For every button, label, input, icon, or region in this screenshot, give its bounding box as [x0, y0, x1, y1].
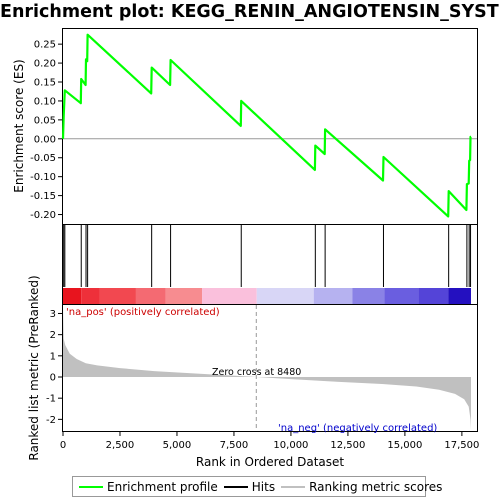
es-y-tick-label: 0.10	[34, 96, 56, 107]
x-tick-label: 5,000	[163, 440, 192, 451]
legend-label-hits: Hits	[251, 479, 276, 494]
x-axis-label: Rank in Ordered Dataset	[196, 455, 344, 469]
metric-y-tick-label: -1	[46, 394, 56, 405]
legend-label-enrichment: Enrichment profile	[107, 479, 218, 494]
x-tick-label: 2,500	[106, 440, 135, 451]
enrichment-profile-layer	[61, 33, 472, 218]
es-y-tick-label: 0.05	[34, 115, 56, 126]
metric-y-tick-label: -2	[46, 415, 56, 426]
color-band-segment	[418, 288, 449, 304]
color-band-segment	[313, 288, 353, 304]
color-band-segment	[63, 288, 82, 304]
enrichment-profile-line	[61, 33, 472, 218]
metric-panel-frame	[62, 304, 478, 432]
metric-y-tick-label: 1	[50, 351, 56, 362]
metric-axis-label: Ranked list metric (PreRanked)	[27, 275, 41, 460]
ranking-swatch	[281, 485, 306, 488]
neg-correlated-label: 'na_neg' (negatively correlated)	[278, 423, 437, 434]
x-tick-label: 0	[60, 440, 66, 451]
x-tick-label: 17,500	[444, 440, 479, 451]
color-band-segment	[448, 288, 471, 304]
es-y-tick-label: -0.05	[30, 153, 56, 164]
legend-item-ranking: Ranking metric scores	[281, 480, 442, 494]
es-y-tick-label: 0.00	[34, 134, 56, 145]
x-tick-label: 15,000	[387, 440, 422, 451]
enrichment-swatch	[79, 485, 103, 488]
color-band	[63, 288, 471, 304]
color-band-segment	[352, 288, 385, 304]
pos-correlated-label: 'na_pos' (positively correlated)	[66, 307, 220, 318]
color-band-segment	[81, 288, 100, 304]
es-y-tick-label: -0.15	[30, 191, 56, 202]
page-title: Enrichment plot: KEGG_RENIN_ANGIOTENSIN_…	[0, 2, 500, 22]
es-y-tick-label: 0.15	[34, 78, 56, 89]
es-y-tick-label: 0.25	[34, 40, 56, 51]
ranking-metric-area	[63, 305, 471, 431]
metric-y-tick-label: 2	[50, 330, 56, 341]
metric-y-tick-label: 3	[50, 309, 56, 320]
es-y-tick-label: 0.20	[34, 59, 56, 70]
hits-layer	[63, 225, 472, 287]
es-axis-label: Enrichment score (ES)	[12, 59, 26, 192]
color-band-segment	[99, 288, 136, 304]
color-band-segment	[202, 288, 257, 304]
legend: Enrichment profile Hits Ranking metric s…	[72, 476, 442, 497]
color-band-segment	[135, 288, 166, 304]
color-band-segment	[384, 288, 419, 304]
x-tick-label: 12,500	[330, 440, 365, 451]
legend-item-enrichment: Enrichment profile	[79, 480, 218, 494]
x-tick-label: 7,500	[220, 440, 249, 451]
axes-layer: -0.20 -0.15 -0.10 -0.05 0.00 0.05 0.10 0.15 0.20…	[30, 40, 479, 451]
legend-item-hits: Hits	[223, 479, 276, 494]
color-band-segment	[256, 288, 314, 304]
color-band-segment	[165, 288, 203, 304]
es-y-tick-label: -0.10	[30, 172, 56, 183]
zero-cross-label: Zero cross at 8480	[212, 367, 301, 378]
metric-y-tick-label: 0	[50, 373, 56, 384]
legend-label-ranking: Ranking metric scores	[309, 479, 443, 494]
x-tick-label: 10,000	[273, 440, 308, 451]
hits-swatch	[223, 485, 248, 488]
es-y-tick-label: -0.20	[30, 210, 56, 221]
